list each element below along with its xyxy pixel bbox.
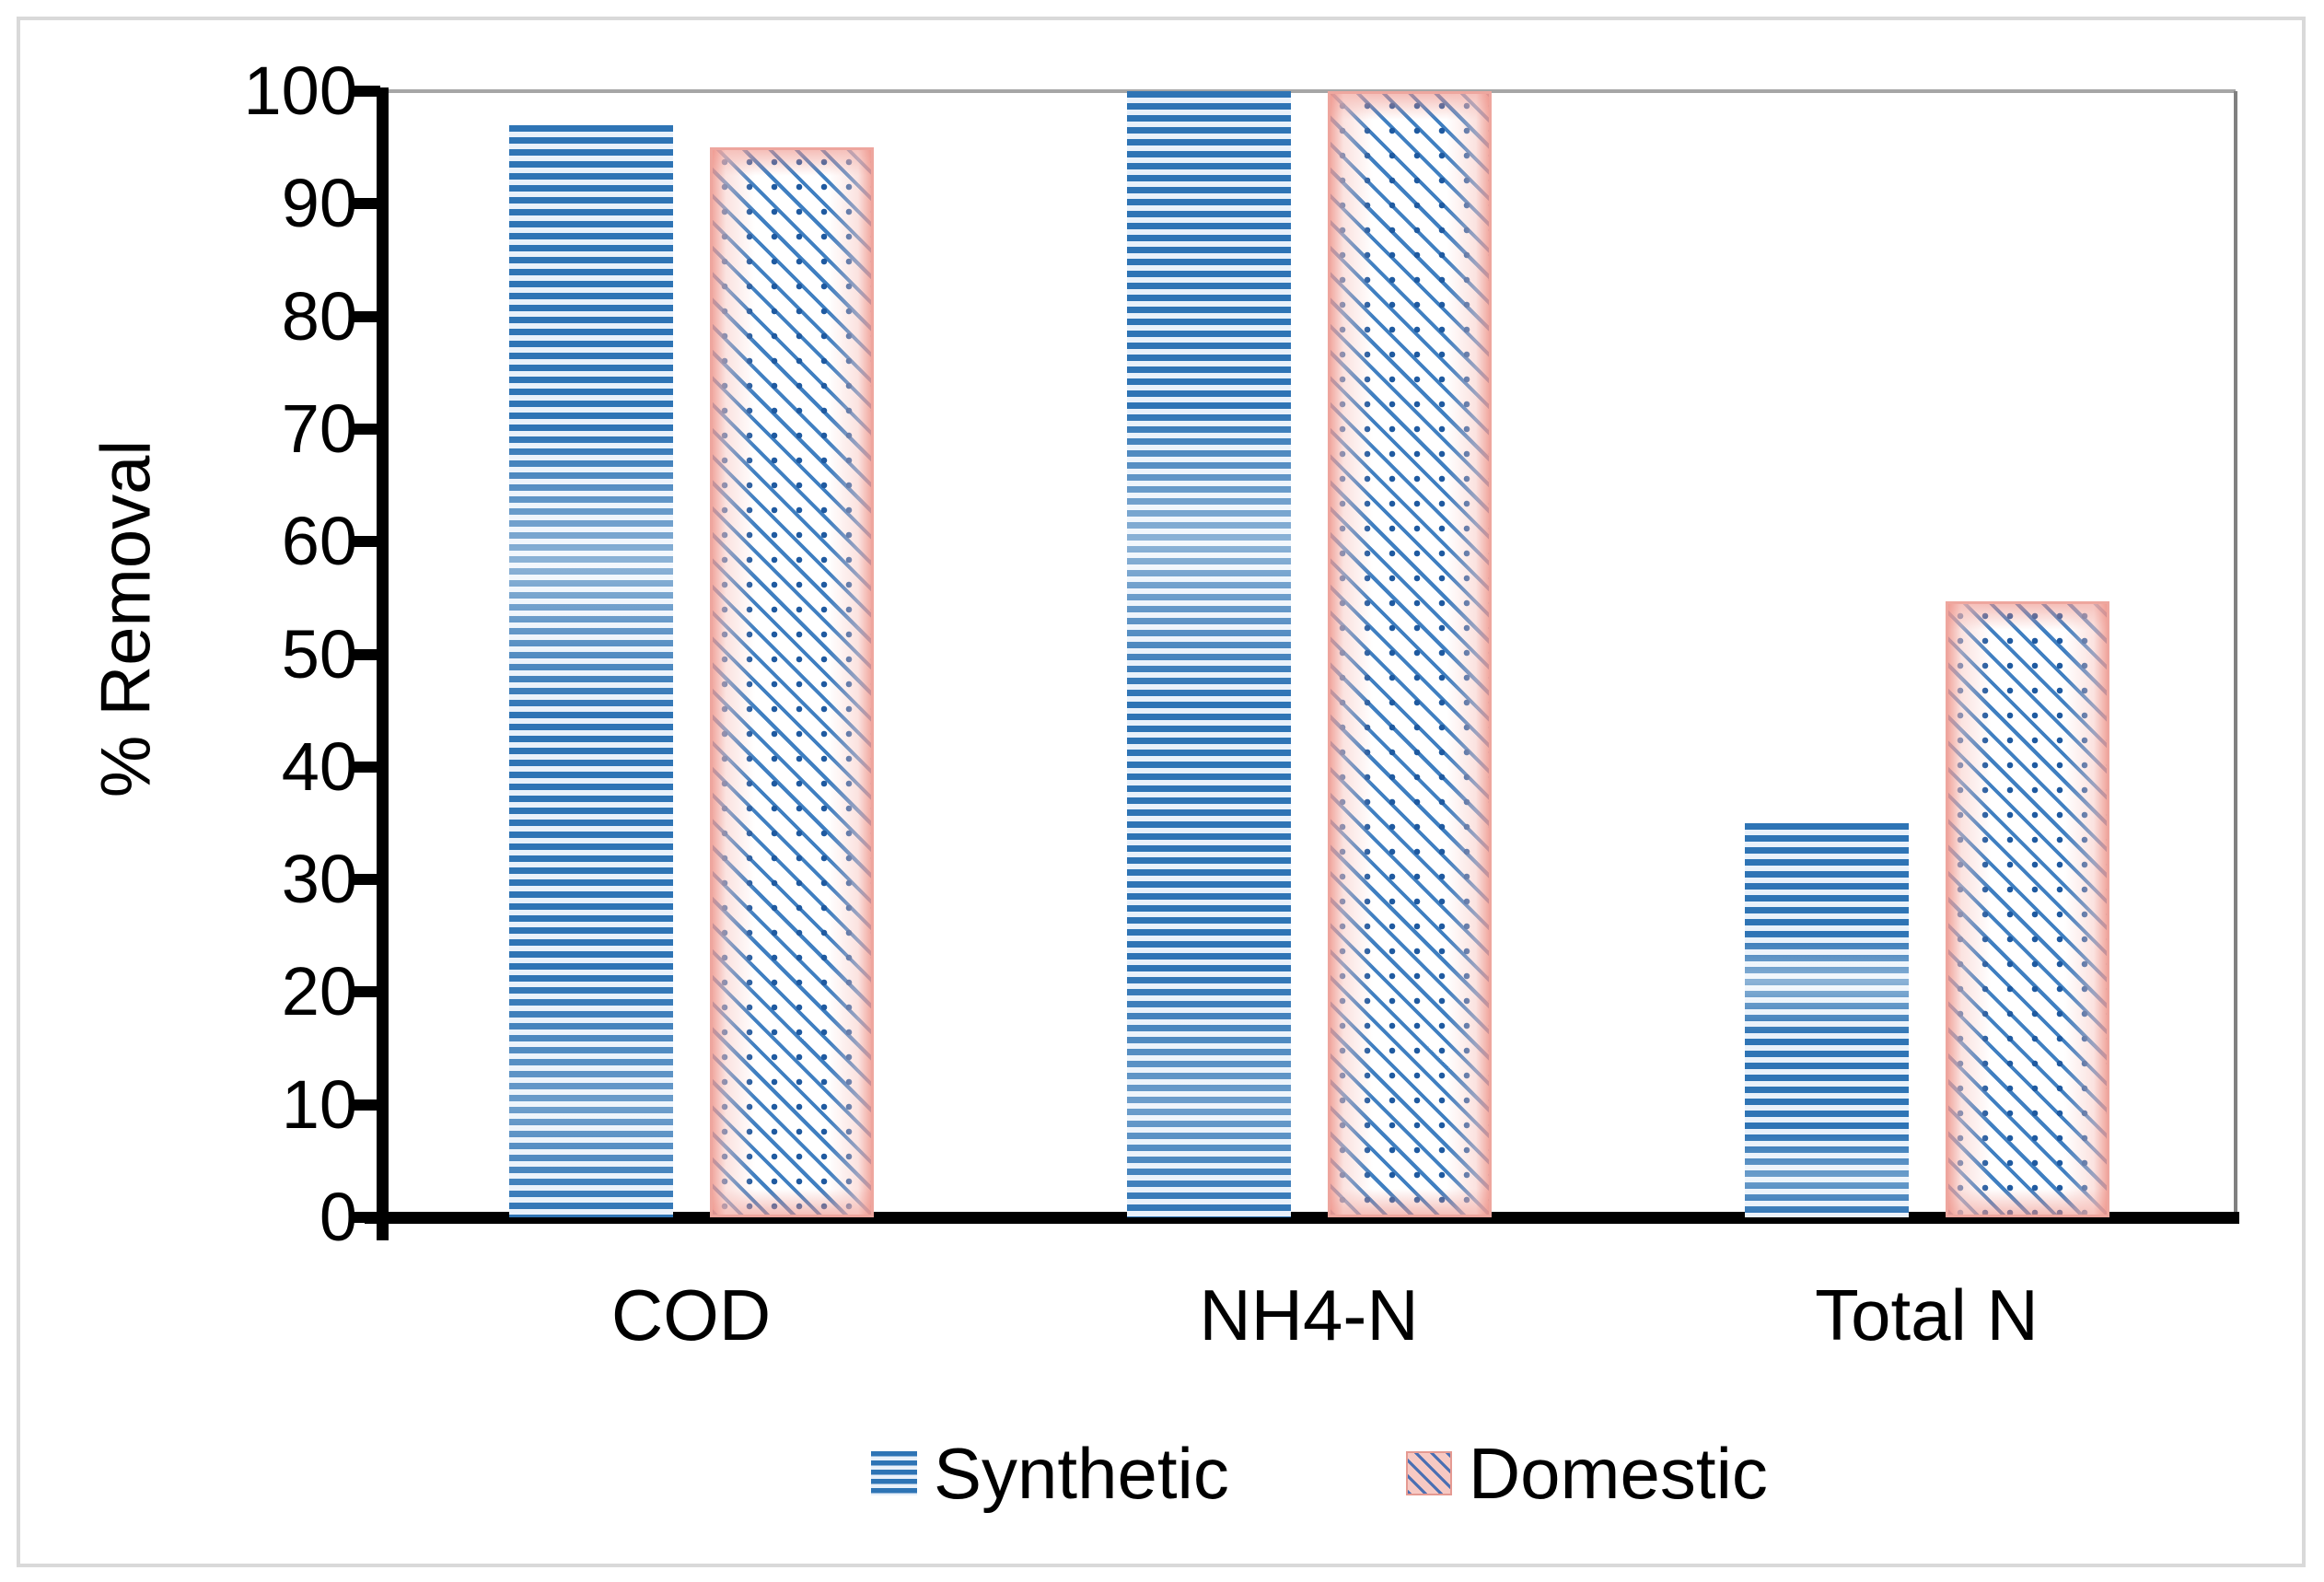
y-tick-mark	[353, 198, 380, 210]
legend-label-synthetic: Synthetic	[934, 1433, 1229, 1514]
plot-right-border	[2234, 91, 2237, 1217]
bar-domestic-total-n	[1945, 601, 2109, 1217]
y-tick-mark	[353, 310, 380, 322]
category-label-nh4-n: NH4-N	[1199, 1274, 1419, 1355]
y-tick-label: 70	[281, 390, 357, 467]
bar-domestic-cod	[709, 147, 874, 1217]
bar-synthetic-total-n	[1744, 822, 1909, 1217]
category-label-total-n: Total N	[1815, 1274, 2039, 1355]
bar-synthetic-cod	[508, 124, 673, 1217]
y-tick-label: 40	[281, 727, 357, 805]
legend-swatch-synthetic-icon	[871, 1451, 917, 1495]
y-tick-label: 30	[281, 841, 357, 918]
y-tick-label: 50	[281, 615, 357, 692]
top-gridline	[382, 89, 2236, 93]
y-tick-mark	[353, 648, 380, 660]
y-tick-label: 0	[319, 1179, 357, 1255]
y-tick-label: 80	[281, 277, 357, 355]
legend-item-domestic: Domestic	[1405, 1433, 1768, 1514]
legend-item-synthetic: Synthetic	[871, 1437, 1229, 1510]
y-tick-label: 90	[281, 165, 357, 242]
legend: Synthetic Domestic	[871, 1437, 1768, 1510]
y-tick-label: 10	[281, 1065, 357, 1143]
y-tick-label: 100	[243, 52, 357, 129]
y-axis-line	[377, 87, 389, 1240]
bar-domestic-nh4-n	[1327, 91, 1492, 1217]
y-tick-mark	[353, 1212, 380, 1223]
legend-swatch-domestic-icon	[1405, 1451, 1452, 1495]
category-label-cod: COD	[610, 1274, 772, 1355]
y-tick-mark	[353, 1099, 380, 1111]
y-tick-mark	[353, 874, 380, 886]
y-tick-mark	[353, 761, 380, 773]
legend-label-domestic: Domestic	[1468, 1433, 1768, 1514]
bar-synthetic-nh4-n	[1126, 91, 1291, 1217]
y-tick-mark	[353, 86, 380, 97]
y-tick-mark	[353, 986, 380, 998]
y-tick-mark	[353, 536, 380, 548]
y-tick-label: 60	[281, 503, 357, 580]
y-tick-mark	[353, 423, 380, 435]
y-tick-label: 20	[281, 953, 357, 1030]
